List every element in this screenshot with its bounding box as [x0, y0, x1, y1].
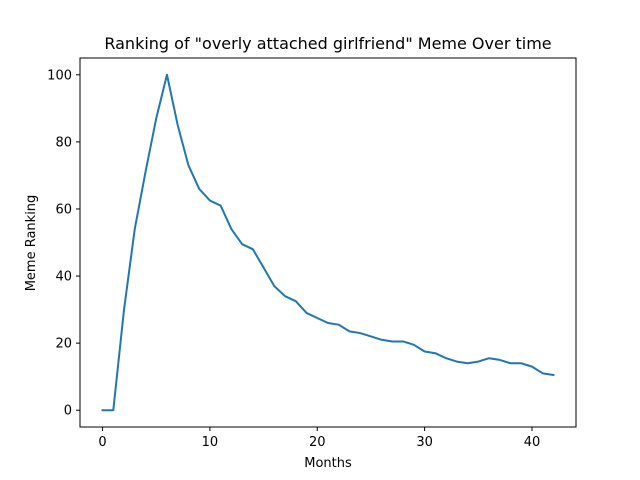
axes-frame: [79, 57, 577, 428]
y-tick-label: 40: [55, 270, 72, 285]
plot-area: [101, 73, 555, 412]
x-tick-label: 40: [524, 435, 541, 450]
y-tick-label: 60: [55, 202, 72, 217]
x-tick-label: 30: [416, 435, 433, 450]
x-tick-label: 10: [202, 435, 219, 450]
chart-title: Ranking of "overly attached girlfriend" …: [104, 34, 551, 53]
x-axis: 0 10 20 30 40: [98, 427, 540, 450]
y-tick-label: 20: [55, 337, 72, 352]
y-tick-label: 0: [64, 404, 72, 419]
y-axis-label: Meme Ranking: [24, 195, 39, 292]
x-tick-label: 20: [309, 435, 326, 450]
y-tick-label: 80: [55, 135, 72, 150]
x-tick-label: 0: [98, 435, 106, 450]
series-line: [101, 73, 555, 412]
y-tick-label: 100: [47, 68, 72, 83]
x-axis-label: Months: [304, 456, 352, 471]
y-axis: 0 20 40 60 80 100: [47, 68, 80, 419]
